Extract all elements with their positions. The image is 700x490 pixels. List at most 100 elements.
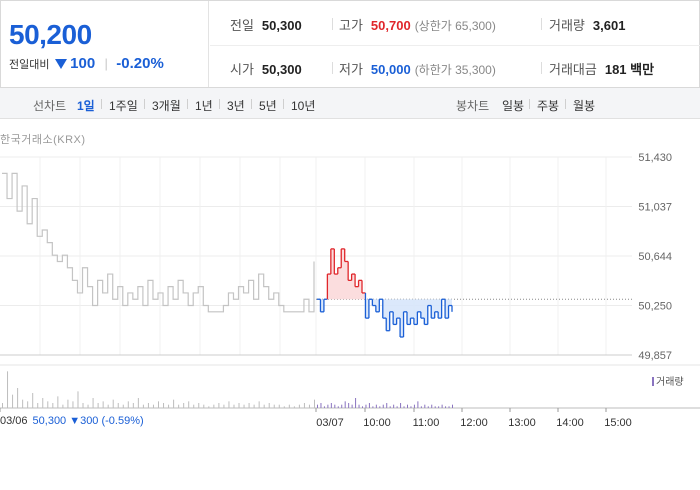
stats-divider — [210, 45, 700, 46]
stat-value: 181 백만 — [604, 62, 655, 77]
stat-volume: 거래량 3,601 — [549, 15, 625, 34]
volume-bar — [67, 399, 69, 408]
volume-bar — [198, 403, 200, 408]
volume-bar — [375, 404, 377, 408]
volume-bar — [142, 404, 144, 408]
stat-separator — [332, 18, 333, 30]
x-tick-label: 03/07 — [316, 417, 344, 429]
stat-label: 거래대금 — [549, 62, 597, 77]
prev-day-price: 50,300 — [32, 415, 67, 427]
volume-bar — [233, 404, 235, 408]
period-separator — [251, 99, 252, 109]
y-tick-label: 50,644 — [638, 251, 672, 263]
change-row: 전일대비 100 | -0.20% — [9, 55, 164, 72]
volume-bar — [112, 399, 114, 408]
volume-bar — [137, 398, 139, 408]
change-separator: | — [104, 56, 108, 71]
candle-daily-button[interactable]: 일봉 — [502, 99, 525, 113]
today-line — [316, 248, 632, 338]
volume-bar — [2, 403, 3, 408]
candle-monthly-button[interactable]: 월봉 — [573, 99, 596, 113]
volume-bar — [308, 404, 310, 408]
volume-bar — [386, 403, 388, 408]
volume-bar — [97, 403, 99, 408]
stat-label: 저가 — [339, 62, 363, 77]
period-1d-button[interactable]: 1일 — [77, 99, 95, 113]
volume-bar — [223, 404, 225, 408]
down-triangle-icon — [54, 59, 67, 69]
volume-bar — [283, 406, 285, 408]
volume-bar — [263, 404, 265, 408]
stat-trade-amount: 거래대금 181 백만 — [549, 59, 654, 78]
x-tick-label: 15:00 — [604, 417, 632, 429]
volume-bar — [87, 404, 89, 408]
prev-day-line — [2, 172, 315, 313]
lower-limit: (하한가 35,300) — [414, 63, 496, 77]
period-3m-button[interactable]: 3개월 — [152, 99, 181, 113]
volume-bar — [203, 404, 205, 408]
period-1y-button[interactable]: 1년 — [195, 99, 213, 113]
chart-grid — [0, 156, 632, 356]
quote-panel: 50,200 전일대비 100 | -0.20% 전일 50,300 고가 50,7… — [0, 0, 700, 88]
volume-bar — [396, 406, 398, 408]
volume-bar — [17, 388, 19, 408]
volume-bar — [278, 404, 280, 408]
volume-swatch — [652, 377, 654, 386]
volume-bar — [268, 403, 270, 408]
volume-bar — [431, 404, 433, 408]
prev-day-price-line — [2, 172, 315, 313]
volume-bar — [42, 398, 44, 408]
volume-bar — [382, 404, 384, 408]
x-axis-ticks: 03/07 10:00 11:00 12:00 13:00 14:00 15:00 — [0, 408, 632, 429]
stat-value: 50,300 — [261, 62, 302, 77]
volume-bars — [0, 364, 700, 409]
stat-value: 3,601 — [592, 18, 626, 33]
data-source-label: 한국거래소(KRX) — [0, 134, 86, 146]
volume-bar — [52, 403, 54, 408]
period-toolbar: 선차트 1일 1주일 3개월 1년 3년 5년 10년 봉차트 일봉 주봉 월봉 — [0, 88, 700, 119]
volume-bar — [417, 401, 419, 408]
volume-bar — [438, 406, 440, 408]
candle-chart-label: 봉차트 — [456, 99, 490, 113]
volume-bar — [293, 406, 295, 408]
volume-bar — [228, 401, 230, 408]
volume-bar — [72, 401, 74, 408]
volume-bar — [288, 404, 290, 408]
volume-bar — [337, 406, 339, 408]
up-area-fill — [317, 248, 452, 300]
candle-weekly-button[interactable]: 주봉 — [537, 99, 560, 113]
volume-bar — [178, 404, 180, 408]
period-10y-button[interactable]: 10년 — [291, 99, 316, 113]
volume-bar — [127, 401, 129, 408]
volume-bar — [298, 404, 300, 408]
volume-bar — [163, 403, 165, 408]
prev-day-change: ▼300 (-0.59%) — [69, 415, 144, 427]
period-separator — [283, 99, 284, 109]
stat-label: 전일 — [230, 18, 254, 33]
volume-bar — [407, 404, 408, 408]
change-percent: -0.20% — [116, 55, 164, 72]
stat-prev-close: 전일 50,300 — [230, 15, 302, 34]
stat-open: 시가 50,300 — [230, 59, 302, 78]
volume-bar — [393, 404, 395, 408]
volume-bar — [37, 403, 39, 408]
volume-bar — [351, 404, 353, 408]
volume-bar — [334, 404, 336, 408]
volume-bar — [320, 403, 322, 408]
volume-bar — [122, 404, 124, 408]
volume-bar — [152, 404, 154, 408]
x-tick-label: 14:00 — [556, 417, 584, 429]
stat-label: 고가 — [339, 18, 363, 33]
volume-bar — [368, 403, 370, 408]
volume-legend: 거래량 — [652, 373, 684, 388]
period-separator — [219, 99, 220, 109]
period-3y-button[interactable]: 3년 — [227, 99, 245, 113]
volume-bar — [355, 398, 357, 408]
period-separator — [529, 99, 530, 109]
volume-bar — [427, 406, 429, 408]
prev-day-date: 03/06 — [0, 415, 28, 427]
y-axis-ticks: 51,430 51,037 50,644 50,250 49,857 — [638, 152, 672, 362]
period-5y-button[interactable]: 5년 — [259, 99, 277, 113]
period-1w-button[interactable]: 1주일 — [109, 99, 138, 113]
